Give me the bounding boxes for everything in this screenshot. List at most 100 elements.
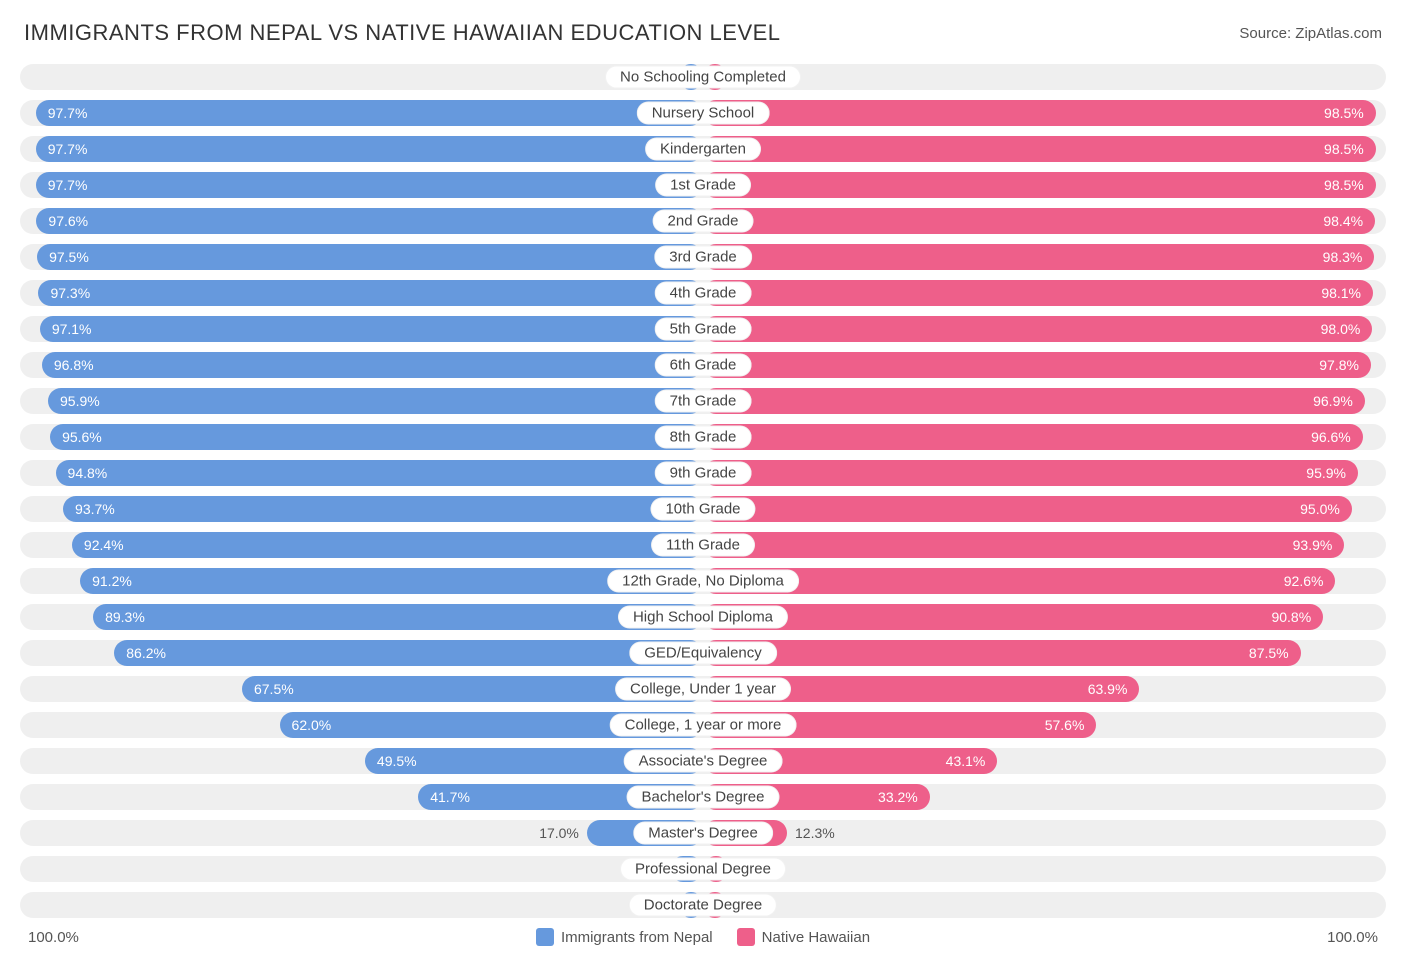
- right-half: 97.8%: [703, 352, 1386, 378]
- left-half: 97.5%: [20, 244, 703, 270]
- legend-label-left: Immigrants from Nepal: [561, 929, 713, 946]
- right-bar: 87.5%: [703, 640, 1301, 666]
- left-half: 49.5%: [20, 748, 703, 774]
- row-label: 7th Grade: [655, 390, 752, 413]
- row-label: 12th Grade, No Diploma: [607, 570, 799, 593]
- legend-label-right: Native Hawaiian: [762, 929, 870, 946]
- chart-row: 95.9%96.9%7th Grade: [20, 388, 1386, 414]
- left-half: 95.6%: [20, 424, 703, 450]
- row-label: Nursery School: [637, 102, 770, 125]
- chart-row: 2.2%1.6%Doctorate Degree: [20, 892, 1386, 918]
- left-bar: 89.3%: [93, 604, 703, 630]
- row-label: 3rd Grade: [654, 246, 752, 269]
- left-bar: 86.2%: [114, 640, 703, 666]
- row-label: Doctorate Degree: [629, 894, 777, 917]
- right-half: 90.8%: [703, 604, 1386, 630]
- chart-row: 97.6%98.4%2nd Grade: [20, 208, 1386, 234]
- left-value: 17.0%: [539, 820, 587, 846]
- chart-row: 93.7%95.0%10th Grade: [20, 496, 1386, 522]
- chart-row: 97.7%98.5%Nursery School: [20, 100, 1386, 126]
- right-bar: 95.0%: [703, 496, 1352, 522]
- row-label: 5th Grade: [655, 318, 752, 341]
- right-half: 63.9%: [703, 676, 1386, 702]
- axis-left-max: 100.0%: [28, 929, 79, 946]
- left-bar: 92.4%: [72, 532, 703, 558]
- right-bar: 93.9%: [703, 532, 1344, 558]
- left-bar: 95.9%: [48, 388, 703, 414]
- right-bar: 90.8%: [703, 604, 1323, 630]
- row-label: High School Diploma: [618, 606, 788, 629]
- chart-row: 86.2%87.5%GED/Equivalency: [20, 640, 1386, 666]
- chart-row: 97.3%98.1%4th Grade: [20, 280, 1386, 306]
- right-bar: 98.5%: [703, 136, 1376, 162]
- chart-row: 89.3%90.8%High School Diploma: [20, 604, 1386, 630]
- chart-footer: 100.0% Immigrants from Nepal Native Hawa…: [20, 928, 1386, 946]
- right-bar: 98.4%: [703, 208, 1375, 234]
- left-half: 93.7%: [20, 496, 703, 522]
- right-half: 98.5%: [703, 100, 1386, 126]
- right-half: 98.1%: [703, 280, 1386, 306]
- right-half: 98.5%: [703, 172, 1386, 198]
- chart-row: 95.6%96.6%8th Grade: [20, 424, 1386, 450]
- left-half: 91.2%: [20, 568, 703, 594]
- right-bar: 98.5%: [703, 100, 1376, 126]
- axis-right-max: 100.0%: [1327, 929, 1378, 946]
- left-half: 17.0%: [20, 820, 703, 846]
- row-label: 2nd Grade: [653, 210, 754, 233]
- legend-swatch-right: [737, 928, 755, 946]
- right-bar: 98.1%: [703, 280, 1373, 306]
- left-half: 62.0%: [20, 712, 703, 738]
- right-bar: 98.0%: [703, 316, 1372, 342]
- row-label: 1st Grade: [655, 174, 751, 197]
- chart-row: 92.4%93.9%11th Grade: [20, 532, 1386, 558]
- row-label: 9th Grade: [655, 462, 752, 485]
- left-half: 41.7%: [20, 784, 703, 810]
- left-bar: 97.5%: [37, 244, 703, 270]
- header: IMMIGRANTS FROM NEPAL VS NATIVE HAWAIIAN…: [20, 20, 1386, 46]
- left-bar: 97.1%: [40, 316, 703, 342]
- row-label: Kindergarten: [645, 138, 761, 161]
- right-half: 95.0%: [703, 496, 1386, 522]
- row-label: 4th Grade: [655, 282, 752, 305]
- right-half: 98.5%: [703, 136, 1386, 162]
- row-label: Bachelor's Degree: [627, 786, 780, 809]
- chart-row: 2.3%1.6%No Schooling Completed: [20, 64, 1386, 90]
- left-bar: 97.7%: [36, 172, 703, 198]
- left-half: 2.3%: [20, 64, 703, 90]
- right-half: 98.4%: [703, 208, 1386, 234]
- left-bar: 95.6%: [50, 424, 703, 450]
- left-bar: 97.6%: [36, 208, 703, 234]
- chart-row: 49.5%43.1%Associate's Degree: [20, 748, 1386, 774]
- left-bar: 97.7%: [36, 100, 703, 126]
- right-value: 12.3%: [787, 820, 835, 846]
- right-half: 1.6%: [703, 892, 1386, 918]
- row-label: Master's Degree: [633, 822, 773, 845]
- row-label: 11th Grade: [651, 534, 755, 557]
- left-half: 97.6%: [20, 208, 703, 234]
- right-half: 43.1%: [703, 748, 1386, 774]
- right-half: 95.9%: [703, 460, 1386, 486]
- right-half: 1.6%: [703, 64, 1386, 90]
- row-label: College, 1 year or more: [610, 714, 797, 737]
- right-bar: 98.3%: [703, 244, 1374, 270]
- right-half: 12.3%: [703, 820, 1386, 846]
- left-half: 97.1%: [20, 316, 703, 342]
- right-half: 96.6%: [703, 424, 1386, 450]
- chart-row: 96.8%97.8%6th Grade: [20, 352, 1386, 378]
- right-bar: 95.9%: [703, 460, 1358, 486]
- right-half: 33.2%: [703, 784, 1386, 810]
- left-half: 97.7%: [20, 136, 703, 162]
- chart-row: 41.7%33.2%Bachelor's Degree: [20, 784, 1386, 810]
- left-half: 97.7%: [20, 100, 703, 126]
- left-bar: 97.7%: [36, 136, 703, 162]
- chart-row: 94.8%95.9%9th Grade: [20, 460, 1386, 486]
- row-label: College, Under 1 year: [615, 678, 791, 701]
- chart-row: 67.5%63.9%College, Under 1 year: [20, 676, 1386, 702]
- left-half: 97.7%: [20, 172, 703, 198]
- right-bar: 97.8%: [703, 352, 1371, 378]
- source-name: ZipAtlas.com: [1295, 25, 1382, 42]
- left-half: 4.8%: [20, 856, 703, 882]
- left-half: 94.8%: [20, 460, 703, 486]
- row-label: 8th Grade: [655, 426, 752, 449]
- row-label: No Schooling Completed: [605, 66, 801, 89]
